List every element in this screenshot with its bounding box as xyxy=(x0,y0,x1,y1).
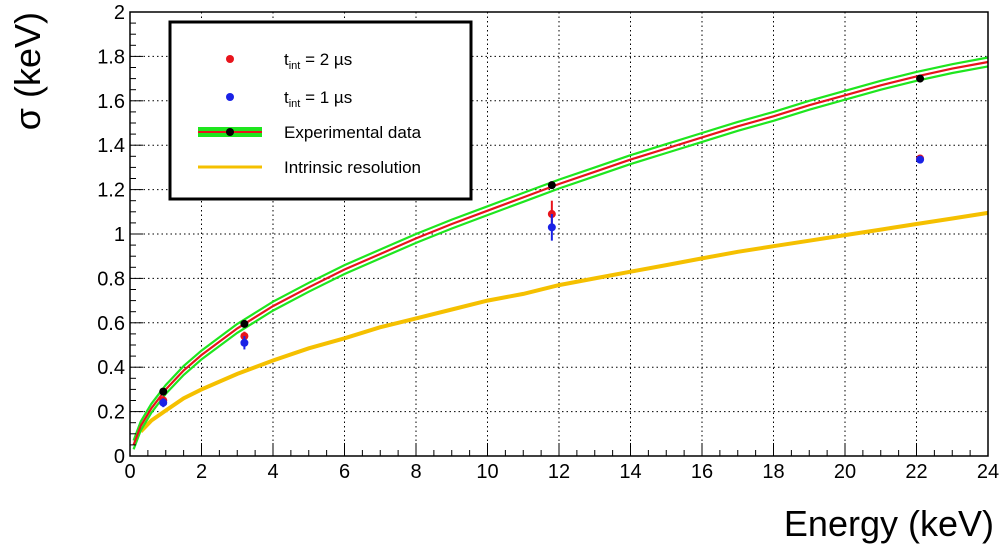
data-point-experimental xyxy=(240,319,249,328)
data-point-blue xyxy=(240,338,249,347)
x-tick-label: 6 xyxy=(339,461,350,483)
data-point-blue xyxy=(159,398,168,407)
legend: tint = 2 µs tint = 1 µs Experimental data I… xyxy=(168,20,473,201)
legend-marker-blue xyxy=(226,93,234,101)
y-tick-label: 0.4 xyxy=(97,357,125,379)
data-point-experimental xyxy=(159,387,168,396)
y-tick-label: 2 xyxy=(114,2,125,24)
series-layer xyxy=(132,56,989,450)
legend-box xyxy=(168,20,473,201)
data-point-experimental xyxy=(547,181,556,190)
legend-label-tint-2us: tint = 2 µs xyxy=(284,50,352,72)
legend-marker-red xyxy=(226,55,234,63)
y-tick-label: 0.6 xyxy=(97,313,125,335)
legend-label-intrinsic: Intrinsic resolution xyxy=(284,158,421,177)
axis-ticks xyxy=(129,11,989,457)
x-tick-label: 22 xyxy=(905,461,927,483)
x-tick-label: 12 xyxy=(548,461,570,483)
legend-label-tint-1us: tint = 1 µs xyxy=(284,88,352,110)
x-axis-title: Energy (keV) xyxy=(784,503,994,544)
data-point-experimental xyxy=(916,74,925,83)
x-tick-label: 2 xyxy=(196,461,207,483)
fit-band-upper xyxy=(132,56,989,441)
data-point-blue xyxy=(547,223,556,232)
y-tick-label: 1.2 xyxy=(97,180,125,202)
x-tick-label: 20 xyxy=(834,461,856,483)
y-tick-label: 1 xyxy=(114,224,125,246)
y-tick-label: 0.8 xyxy=(97,268,125,290)
y-axis-title: σ (keV) xyxy=(7,12,48,130)
legend-marker-experimental xyxy=(226,128,234,136)
x-tick-label: 18 xyxy=(762,461,784,483)
y-tick-label: 0 xyxy=(114,446,125,468)
x-tick-label: 0 xyxy=(124,461,135,483)
x-tick-label: 8 xyxy=(410,461,421,483)
x-tick-label: 16 xyxy=(691,461,713,483)
fit-band-lower xyxy=(132,65,989,450)
y-tick-label: 1.6 xyxy=(97,91,125,113)
intrinsic-resolution-curve xyxy=(139,210,989,433)
x-tick-label: 4 xyxy=(267,461,278,483)
y-tick-label: 0.2 xyxy=(97,402,125,424)
x-tick-label: 10 xyxy=(476,461,498,483)
y-tick-label: 1.4 xyxy=(97,135,125,157)
legend-label-experimental: Experimental data xyxy=(284,123,422,142)
fit-curve xyxy=(132,60,989,446)
data-point-blue xyxy=(916,155,925,164)
x-tick-label: 24 xyxy=(977,461,999,483)
tick-labels: 0 2 4 6 8 10 12 14 16 18 20 22 2400.20.40.60.811.21.… xyxy=(97,2,999,483)
x-tick-label: 14 xyxy=(619,461,641,483)
y-tick-label: 1.8 xyxy=(97,46,125,68)
